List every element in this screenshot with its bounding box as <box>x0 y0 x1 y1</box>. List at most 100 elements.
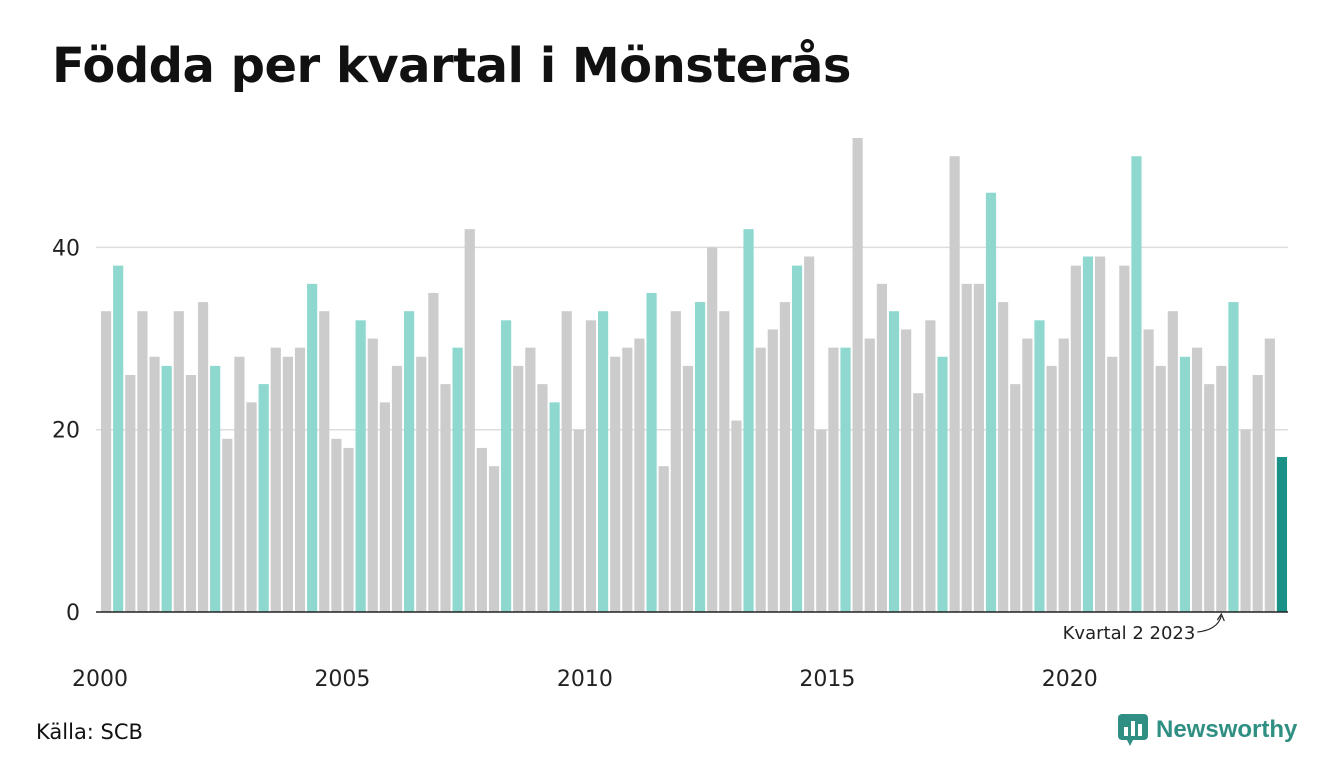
bar <box>1252 375 1263 612</box>
bar <box>876 283 887 612</box>
annotation-arrow <box>1197 615 1222 633</box>
bar <box>743 229 754 612</box>
bar <box>440 384 451 612</box>
bar <box>888 311 900 612</box>
bar <box>549 402 560 612</box>
bars <box>100 138 1288 612</box>
bar <box>1082 256 1094 612</box>
bar <box>1167 311 1178 612</box>
bar <box>476 447 487 612</box>
bar <box>343 447 354 612</box>
bar <box>1131 156 1142 612</box>
bar <box>428 292 439 612</box>
bar <box>985 192 997 612</box>
bar <box>149 356 160 612</box>
bar <box>1228 302 1239 612</box>
bar <box>246 402 257 612</box>
bar <box>864 338 875 612</box>
bar <box>1155 365 1166 612</box>
bar <box>1191 347 1203 612</box>
brand-logo-group: Newsworthy <box>1118 714 1297 746</box>
bar <box>804 256 815 612</box>
bar <box>416 356 427 612</box>
x-tick-label: 2000 <box>72 667 128 692</box>
x-tick-label: 2015 <box>799 667 855 692</box>
bar <box>1179 356 1191 612</box>
bar <box>901 329 912 612</box>
bar <box>561 311 572 612</box>
bar <box>282 356 293 612</box>
x-tick-label: 2020 <box>1042 667 1098 692</box>
bar <box>670 311 681 612</box>
bar <box>1058 338 1069 612</box>
annotation: Kvartal 2 2023 <box>1063 612 1225 644</box>
bar <box>1216 365 1227 612</box>
bar <box>791 265 803 612</box>
bar <box>355 320 366 612</box>
bar <box>367 338 378 612</box>
bar <box>1046 365 1057 612</box>
bar <box>100 311 112 612</box>
bar <box>682 365 694 612</box>
bar <box>779 302 791 612</box>
bar <box>210 365 221 612</box>
bar <box>501 320 512 612</box>
newsworthy-logo-icon <box>1118 714 1148 746</box>
bar <box>852 138 863 612</box>
bar <box>961 283 972 612</box>
bar <box>973 283 984 612</box>
bar <box>622 347 633 612</box>
bar <box>294 347 306 612</box>
x-tick-label: 2010 <box>557 667 613 692</box>
bar <box>391 365 403 612</box>
bar <box>937 356 948 612</box>
bar <box>137 311 148 612</box>
bar <box>694 302 706 612</box>
bar <box>488 466 500 612</box>
axis-labels: 0 20 40 2000 2005 2010 2015 2020 <box>52 236 1098 692</box>
bar <box>840 347 851 612</box>
bar <box>998 302 1009 612</box>
bar <box>258 384 269 612</box>
bar <box>185 375 197 612</box>
bar <box>1034 320 1045 612</box>
bar <box>1107 356 1118 612</box>
annotation-arrowhead <box>1216 612 1225 622</box>
bar <box>1119 265 1130 612</box>
bar <box>597 311 609 612</box>
bar <box>222 438 233 612</box>
bar <box>731 420 742 612</box>
bar <box>585 320 597 612</box>
bar <box>573 429 584 612</box>
bar <box>816 429 827 612</box>
bar <box>1095 256 1106 612</box>
bar <box>379 402 390 612</box>
bar <box>949 156 960 612</box>
bar-chart: 0 20 40 2000 2005 2010 2015 2020 Kvartal 2 2023 <box>52 138 1288 692</box>
bar <box>646 292 657 612</box>
source-note: Källa: SCB <box>36 720 143 744</box>
bar <box>658 466 669 612</box>
bar <box>125 375 136 612</box>
bar <box>925 320 936 612</box>
bar <box>537 384 548 612</box>
bar <box>319 311 330 612</box>
bar <box>513 365 524 612</box>
x-tick-label: 2005 <box>314 667 370 692</box>
bar <box>828 347 839 612</box>
y-tick-label: 20 <box>52 419 80 444</box>
bar <box>610 356 621 612</box>
bar <box>173 311 184 612</box>
y-tick-label: 40 <box>52 236 80 261</box>
bar <box>1264 338 1275 612</box>
bar <box>1022 338 1033 612</box>
bar <box>331 438 342 612</box>
bar <box>234 356 245 612</box>
bar <box>707 247 718 612</box>
bar <box>1143 329 1154 612</box>
bar <box>197 302 209 612</box>
bar <box>634 338 645 612</box>
y-tick-label: 0 <box>66 601 80 626</box>
bar <box>464 229 475 612</box>
bar <box>755 347 766 612</box>
